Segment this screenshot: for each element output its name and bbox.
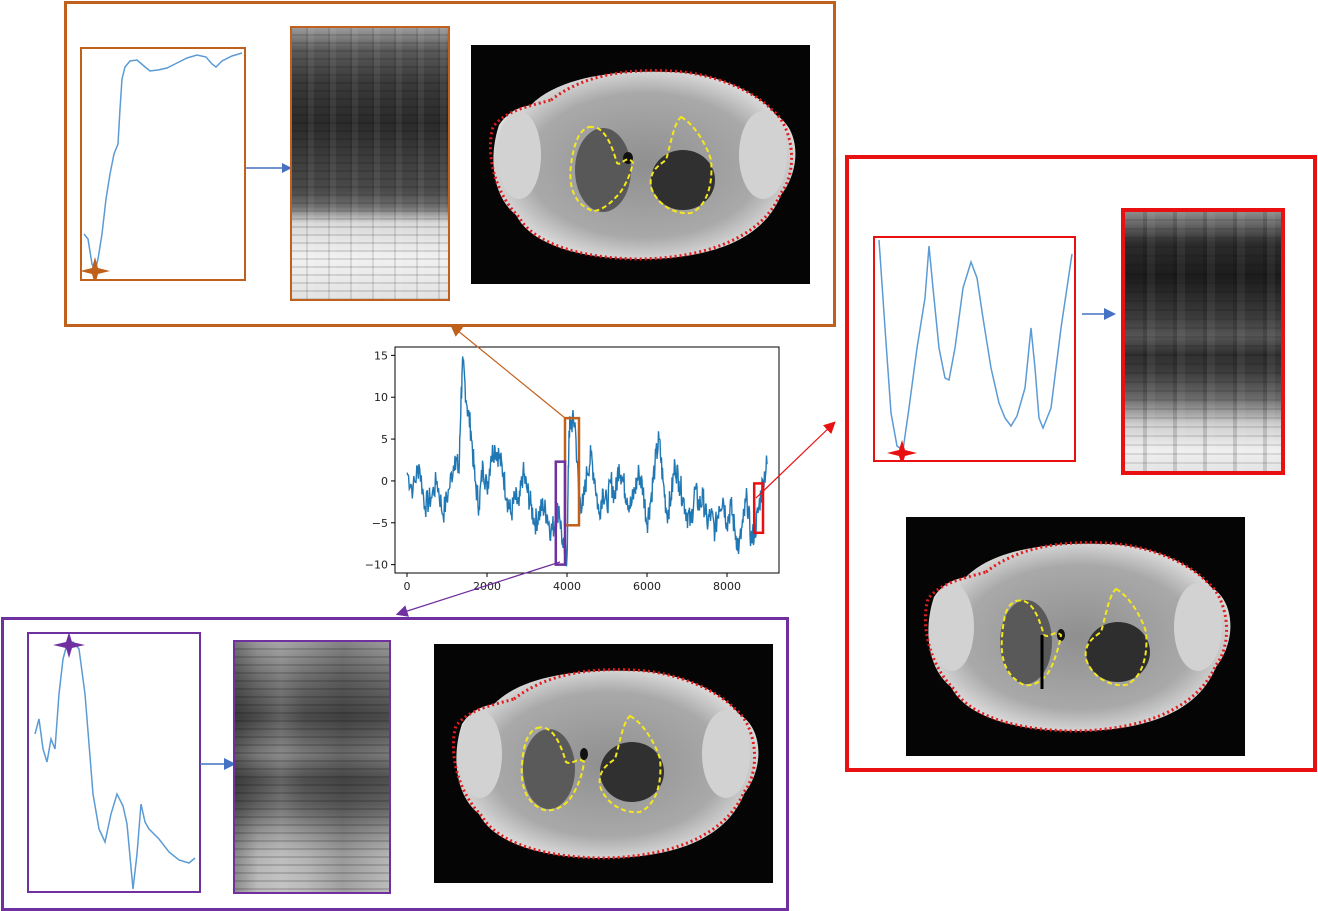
orange-body-silhouette	[493, 71, 796, 259]
x-tick-label: 0	[404, 580, 411, 593]
x-tick-label: 4000	[553, 580, 581, 593]
orange-mmode-image	[290, 26, 450, 301]
orange-panel	[64, 1, 836, 327]
red-mmode-image	[1121, 208, 1285, 475]
orange-inner-arrow	[246, 163, 292, 173]
red-panel	[845, 155, 1317, 772]
orange-left-lung-contour	[569, 125, 635, 213]
respiratory-signal-chart: 0 2000 4000 6000 8000 −10 −5 0 5 10 15	[365, 346, 780, 593]
purple-signal-line	[34, 641, 196, 890]
y-tick-label: 10	[374, 391, 388, 404]
purple-mmode-image	[233, 640, 391, 894]
orange-ct-scan	[471, 45, 810, 284]
purple-signal-plot	[27, 632, 201, 893]
red-signal-line	[878, 239, 1073, 452]
orange-body-contour	[488, 69, 794, 261]
red-signal-plot	[873, 236, 1076, 462]
orange-signal-line	[83, 52, 243, 274]
y-tick-label: −10	[365, 559, 388, 572]
orange-right-lung-contour	[649, 115, 713, 215]
purple-segment-box	[554, 460, 567, 566]
y-tick-label: 0	[381, 475, 388, 488]
chart-plot-area	[394, 346, 780, 574]
x-tick-label: 8000	[713, 580, 741, 593]
orange-signal-plot	[80, 47, 246, 281]
y-tick-label: −5	[372, 517, 388, 530]
x-tick-label: 2000	[473, 580, 501, 593]
purple-panel	[1, 617, 789, 911]
x-tick-label: 6000	[633, 580, 661, 593]
purple-inner-arrow	[200, 758, 236, 770]
signal-series-line	[406, 356, 768, 567]
red-star-marker	[887, 440, 917, 460]
orange-star-marker	[82, 257, 110, 279]
red-inner-arrow	[1082, 308, 1116, 320]
y-tick-label: 15	[374, 349, 388, 362]
red-ct-scan	[906, 517, 1245, 756]
y-tick-label: 5	[381, 433, 388, 446]
purple-star-marker	[53, 634, 85, 658]
purple-ct-scan	[434, 644, 773, 883]
